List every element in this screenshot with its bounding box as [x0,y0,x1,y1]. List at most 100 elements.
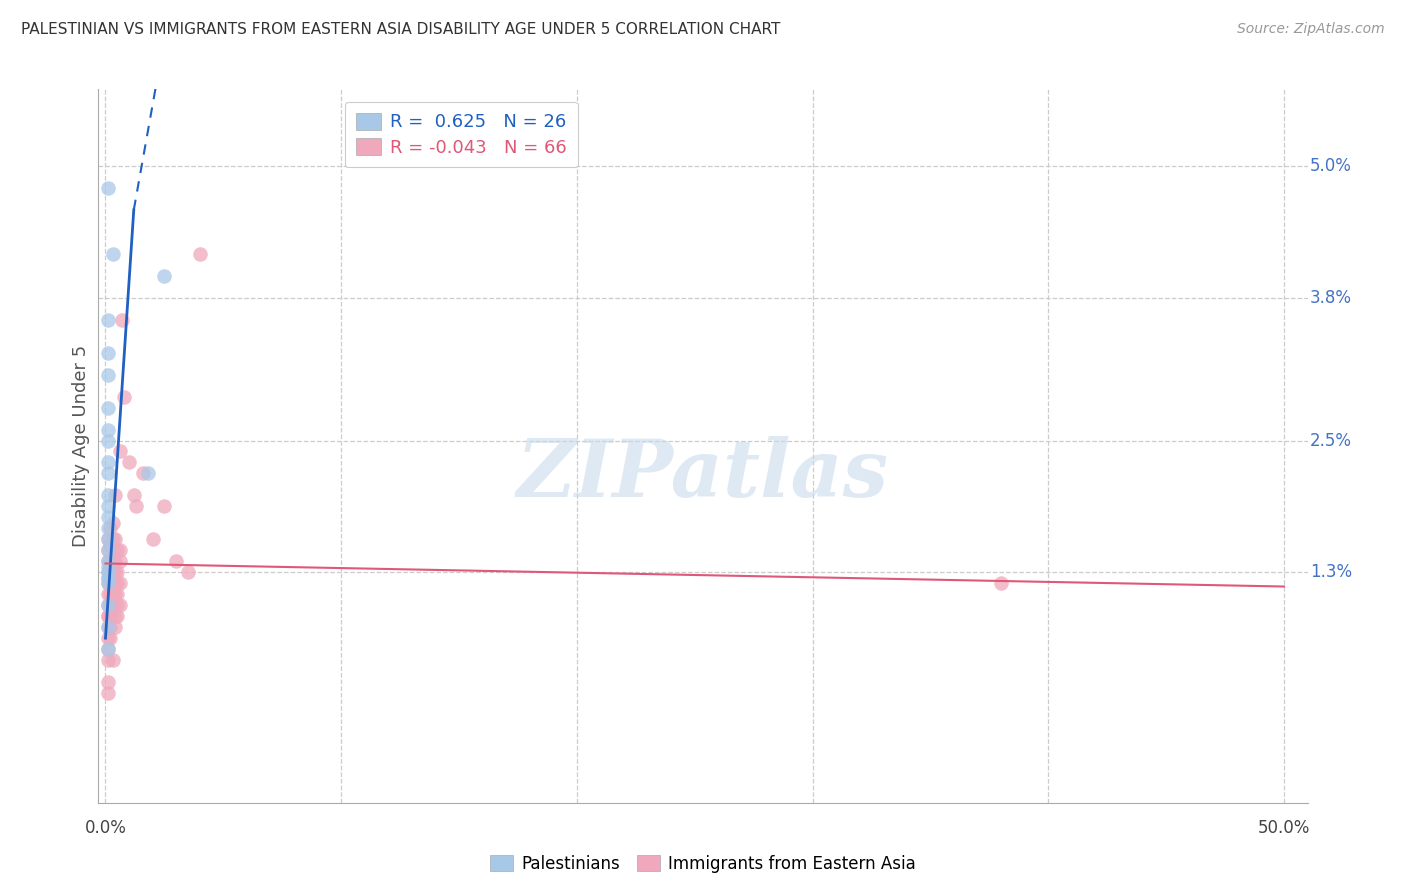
Point [153,500,176,514]
Point [97,401,120,415]
Point [132,467,155,481]
Point [98,521,121,535]
Point [990,576,1012,591]
Point [97,500,120,514]
Text: PALESTINIAN VS IMMIGRANTS FROM EASTERN ASIA DISABILITY AGE UNDER 5 CORRELATION C: PALESTINIAN VS IMMIGRANTS FROM EASTERN A… [21,22,780,37]
Point [101,576,124,591]
Point [101,554,124,568]
Point [97,543,120,558]
Point [101,566,124,580]
Point [177,566,200,580]
Point [97,598,120,612]
Point [104,488,127,502]
Point [97,510,120,524]
Point [104,620,127,634]
Point [97,312,120,326]
Point [125,500,148,514]
Point [97,434,120,448]
Legend: R =  0.625   N = 26, R = -0.043   N = 66: R = 0.625 N = 26, R = -0.043 N = 66 [344,102,578,168]
Point [101,587,124,601]
Point [101,247,124,261]
Point [136,467,159,481]
Point [97,467,120,481]
Point [118,455,141,469]
Text: 2.5%: 2.5% [1310,432,1353,450]
Point [97,620,120,634]
Text: 3.8%: 3.8% [1310,289,1353,307]
Point [97,609,120,624]
Point [97,554,120,568]
Point [98,566,121,580]
Point [97,587,120,601]
Point [97,543,120,558]
Point [97,642,120,657]
Point [108,576,131,591]
Point [104,587,127,601]
Point [105,543,128,558]
Point [101,533,124,547]
Point [104,533,127,547]
Point [105,598,128,612]
Point [97,576,120,591]
Point [108,543,131,558]
Point [105,576,128,591]
Point [97,566,120,580]
Point [165,554,187,568]
Point [108,554,131,568]
Point [104,576,127,591]
Point [97,576,120,591]
Point [97,675,120,690]
Point [97,653,120,667]
Text: ZIPatlas: ZIPatlas [517,436,889,513]
Point [101,543,124,558]
Point [98,609,121,624]
Point [97,368,120,382]
Point [98,587,121,601]
Point [97,559,120,574]
Point [101,598,124,612]
Text: 1.3%: 1.3% [1310,563,1353,582]
Point [97,423,120,437]
Text: 0.0%: 0.0% [84,819,127,838]
Point [98,576,121,591]
Point [97,533,120,547]
Text: 5.0%: 5.0% [1310,157,1353,175]
Point [98,598,121,612]
Point [97,533,120,547]
Point [104,554,127,568]
Point [188,247,211,261]
Point [98,631,121,645]
Point [105,609,128,624]
Point [97,620,120,634]
Point [101,653,124,667]
Point [97,345,120,359]
Point [97,554,120,568]
Point [97,455,120,469]
Point [98,554,121,568]
Point [98,620,121,634]
Point [97,571,120,585]
Point [97,631,120,645]
Point [111,312,134,326]
Point [104,609,127,624]
Point [97,181,120,195]
Point [122,488,145,502]
Point [108,444,131,458]
Point [98,538,121,552]
Point [97,609,120,624]
Point [97,598,120,612]
Point [97,686,120,700]
Point [97,571,120,585]
Point [97,521,120,535]
Point [97,488,120,502]
Point [105,587,128,601]
Point [108,598,131,612]
Point [104,566,127,580]
Text: 50.0%: 50.0% [1258,819,1310,838]
Legend: Palestinians, Immigrants from Eastern Asia: Palestinians, Immigrants from Eastern As… [484,848,922,880]
Point [97,642,120,657]
Point [101,516,124,530]
Point [105,566,128,580]
Text: Source: ZipAtlas.com: Source: ZipAtlas.com [1237,22,1385,37]
Y-axis label: Disability Age Under 5: Disability Age Under 5 [72,345,90,547]
